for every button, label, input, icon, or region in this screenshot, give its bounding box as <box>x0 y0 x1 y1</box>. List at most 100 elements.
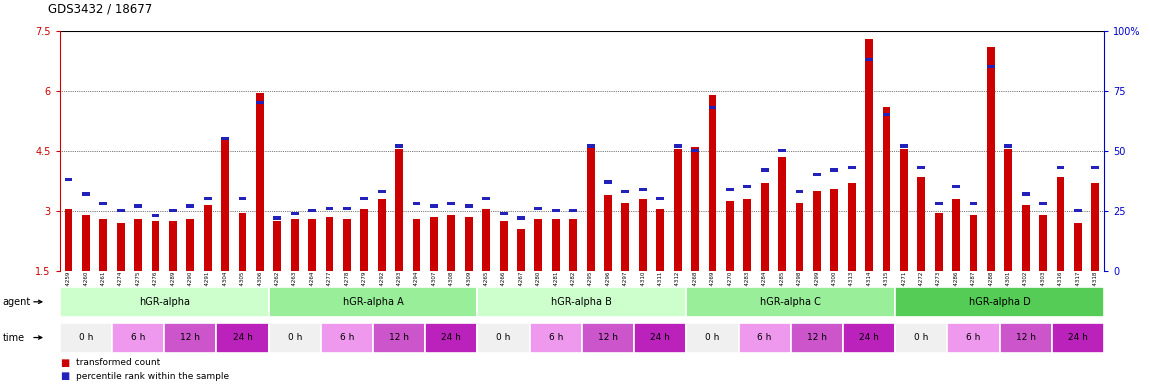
Bar <box>204 205 212 271</box>
Text: 6 h: 6 h <box>339 333 354 342</box>
Text: 24 h: 24 h <box>232 333 253 342</box>
Text: transformed count: transformed count <box>76 358 160 367</box>
Text: hGR-alpha C: hGR-alpha C <box>760 297 821 307</box>
Text: 6 h: 6 h <box>758 333 772 342</box>
Bar <box>895 323 948 353</box>
Bar <box>112 323 164 353</box>
Bar <box>708 95 716 271</box>
Bar <box>552 209 560 212</box>
Bar <box>779 149 785 152</box>
Bar <box>169 209 177 212</box>
Bar <box>82 215 90 271</box>
Bar <box>813 173 821 176</box>
Bar <box>135 219 143 271</box>
Bar <box>639 199 646 271</box>
Bar <box>378 199 385 271</box>
Text: 0 h: 0 h <box>497 333 511 342</box>
Text: hGR-alpha: hGR-alpha <box>139 297 190 307</box>
Text: hGR-alpha D: hGR-alpha D <box>968 297 1030 307</box>
Bar <box>60 323 112 353</box>
Bar <box>743 185 751 188</box>
Bar <box>477 323 530 353</box>
Bar <box>657 197 665 200</box>
Bar <box>830 189 838 271</box>
Bar <box>152 214 160 217</box>
Bar <box>274 216 282 220</box>
Bar <box>865 39 873 271</box>
Bar <box>987 65 995 68</box>
Text: 0 h: 0 h <box>914 333 928 342</box>
Bar <box>935 213 943 271</box>
Bar <box>426 323 477 353</box>
Text: 12 h: 12 h <box>389 333 409 342</box>
Bar <box>882 107 890 271</box>
Bar <box>204 197 212 200</box>
Bar <box>216 323 269 353</box>
Bar <box>186 204 194 207</box>
Bar <box>987 47 995 271</box>
Bar <box>256 93 263 271</box>
Bar <box>621 190 629 193</box>
Bar <box>274 221 282 271</box>
Bar <box>791 323 843 353</box>
Bar <box>325 207 334 210</box>
Bar <box>918 177 926 271</box>
Bar <box>308 209 316 212</box>
Bar <box>152 221 160 271</box>
Text: ■: ■ <box>60 358 69 368</box>
Bar <box>796 190 804 193</box>
Bar <box>518 216 524 220</box>
Bar <box>378 190 385 193</box>
Bar <box>569 219 577 271</box>
Bar <box>743 199 751 271</box>
Bar <box>1074 223 1082 271</box>
Bar <box>477 287 687 317</box>
Bar <box>430 217 438 271</box>
Bar <box>813 191 821 271</box>
Text: 12 h: 12 h <box>1015 333 1036 342</box>
Bar <box>969 215 977 271</box>
Bar <box>238 213 246 271</box>
Bar <box>60 287 269 317</box>
Text: 24 h: 24 h <box>859 333 879 342</box>
Bar <box>321 323 373 353</box>
Text: 6 h: 6 h <box>966 333 981 342</box>
Bar <box>373 323 426 353</box>
Bar <box>360 209 368 271</box>
Bar <box>796 203 804 271</box>
Text: 12 h: 12 h <box>181 333 200 342</box>
Text: 0 h: 0 h <box>288 333 302 342</box>
Bar <box>518 229 524 271</box>
Bar <box>552 219 560 271</box>
Bar <box>482 209 490 271</box>
Bar <box>843 323 895 353</box>
Bar <box>325 217 334 271</box>
Bar <box>82 192 90 195</box>
Bar <box>535 207 543 210</box>
Bar <box>117 209 124 212</box>
Text: agent: agent <box>2 297 31 307</box>
Bar <box>221 139 229 271</box>
Bar <box>530 323 582 353</box>
Bar <box>1057 166 1065 169</box>
Bar <box>135 204 143 207</box>
Bar <box>396 149 404 271</box>
Bar <box>952 185 960 188</box>
Bar <box>691 147 699 271</box>
Bar <box>99 202 107 205</box>
Bar <box>465 217 473 271</box>
Text: hGR-alpha A: hGR-alpha A <box>343 297 404 307</box>
Bar <box>738 323 791 353</box>
Text: 24 h: 24 h <box>650 333 670 342</box>
Bar <box>413 202 421 205</box>
Bar <box>848 166 856 169</box>
Bar <box>918 166 926 169</box>
Bar <box>674 149 682 271</box>
Bar <box>848 183 856 271</box>
Bar <box>657 209 665 271</box>
Text: hGR-alpha B: hGR-alpha B <box>552 297 612 307</box>
Bar <box>499 221 507 271</box>
Text: 24 h: 24 h <box>442 333 461 342</box>
Text: 6 h: 6 h <box>131 333 145 342</box>
Bar <box>447 215 455 271</box>
